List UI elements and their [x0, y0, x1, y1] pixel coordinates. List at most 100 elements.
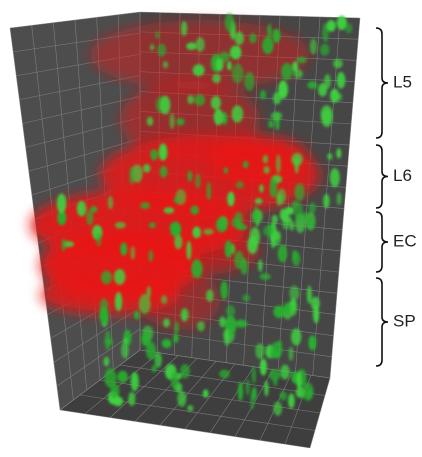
- green-cell: [236, 181, 244, 189]
- green-cell: [101, 271, 112, 285]
- green-cell: [104, 368, 116, 388]
- green-cell: [192, 226, 201, 238]
- green-cell: [296, 57, 306, 63]
- green-cell: [163, 318, 170, 327]
- green-cell: [147, 117, 153, 126]
- green-cell: [255, 198, 263, 204]
- green-cell: [164, 207, 175, 213]
- green-cell: [163, 61, 168, 68]
- layer-label: SP: [393, 311, 416, 330]
- green-cell: [230, 46, 241, 60]
- green-cell: [220, 281, 227, 300]
- green-cell: [90, 206, 97, 213]
- green-cell: [173, 334, 178, 343]
- green-cell: [289, 220, 294, 230]
- green-cell: [224, 329, 230, 346]
- green-cell: [134, 311, 140, 320]
- green-cell: [250, 392, 254, 410]
- green-cell: [194, 94, 205, 106]
- green-cell: [187, 95, 193, 104]
- green-cell: [308, 216, 314, 230]
- green-cell: [227, 192, 234, 207]
- green-cell: [62, 238, 66, 251]
- green-cell: [323, 194, 330, 208]
- green-cell: [57, 194, 67, 214]
- green-cell: [320, 44, 329, 56]
- brace: [376, 212, 388, 272]
- green-cell: [143, 164, 150, 173]
- green-cell: [283, 216, 292, 222]
- green-cell: [160, 166, 168, 178]
- green-cell: [276, 154, 281, 173]
- green-cell: [188, 171, 193, 182]
- green-cell: [186, 241, 191, 260]
- green-cell: [177, 391, 186, 407]
- green-cell: [238, 382, 243, 401]
- green-cell: [150, 44, 155, 50]
- green-cell: [181, 21, 187, 36]
- green-cell: [193, 64, 205, 76]
- green-cell: [258, 260, 262, 272]
- green-cell: [326, 20, 336, 32]
- green-cell: [324, 74, 331, 89]
- green-cell: [174, 235, 182, 249]
- green-cell: [292, 201, 298, 209]
- green-cell: [232, 105, 244, 122]
- green-cell: [186, 42, 196, 49]
- green-cell: [268, 120, 274, 128]
- green-cell: [292, 252, 300, 267]
- green-cell: [271, 238, 275, 249]
- green-cell: [224, 167, 228, 174]
- green-cell: [120, 242, 127, 255]
- green-cell: [309, 203, 316, 214]
- green-cell: [155, 352, 162, 367]
- green-cell: [130, 246, 135, 260]
- green-cell: [227, 61, 231, 70]
- green-cell: [253, 206, 258, 224]
- green-cell: [270, 351, 281, 359]
- green-cell: [129, 167, 133, 185]
- green-cell: [345, 23, 352, 33]
- green-cell: [247, 236, 257, 254]
- green-cell: [278, 245, 287, 263]
- green-cell: [242, 294, 250, 301]
- green-cell: [141, 332, 151, 346]
- green-cell: [187, 405, 193, 412]
- green-cell: [147, 286, 152, 297]
- green-cell: [180, 364, 190, 379]
- green-cell: [327, 153, 332, 160]
- green-cell: [289, 286, 299, 301]
- green-cell: [336, 148, 341, 158]
- green-cell: [246, 379, 250, 395]
- green-cell: [114, 269, 125, 285]
- green-cell: [330, 168, 340, 187]
- green-cell: [96, 233, 101, 246]
- green-cell: [171, 371, 179, 390]
- green-cell: [131, 372, 139, 391]
- green-cell: [280, 365, 289, 380]
- green-cell: [337, 72, 346, 89]
- green-cell: [206, 182, 211, 200]
- green-cell: [268, 224, 273, 232]
- green-cell: [271, 112, 282, 121]
- green-cell: [273, 92, 281, 104]
- green-cell: [236, 320, 248, 328]
- green-cell: [235, 32, 244, 45]
- green-cell: [244, 72, 254, 91]
- green-cell: [277, 340, 282, 346]
- green-cell: [160, 96, 171, 115]
- green-cell: [288, 347, 293, 361]
- green-cell: [170, 222, 181, 237]
- layer-label: L6: [393, 166, 412, 185]
- green-cell: [249, 33, 256, 43]
- green-cell: [216, 217, 228, 232]
- green-cell: [307, 81, 317, 89]
- green-cell: [264, 166, 270, 174]
- green-cell: [225, 240, 232, 258]
- green-cell: [273, 379, 277, 387]
- green-cell: [236, 224, 247, 230]
- green-cell: [294, 183, 304, 201]
- green-cell: [269, 178, 277, 198]
- green-cell: [216, 58, 224, 71]
- green-cell: [176, 118, 184, 126]
